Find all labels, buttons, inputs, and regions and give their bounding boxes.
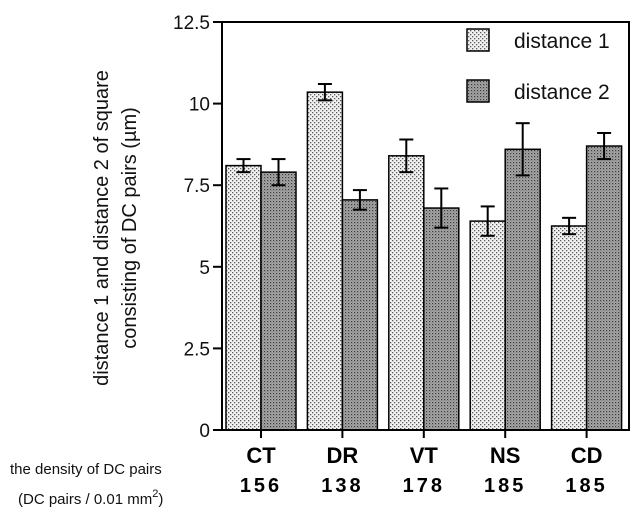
bar-ct-distance-1 <box>225 164 262 431</box>
category-label-ns: NS <box>490 443 521 468</box>
category-labels: CT DR VT NS CD <box>246 430 602 468</box>
bar-ct-distance-2 <box>260 171 297 431</box>
error-bars-group <box>236 83 612 237</box>
legend-swatch-distance-1 <box>466 28 490 52</box>
density-value-vt: 178 <box>403 475 445 497</box>
error-bar-cd-distance-1 <box>562 216 577 236</box>
category-label-vt: VT <box>410 443 439 468</box>
error-bar-cd-distance-2 <box>597 131 612 161</box>
density-value-ns: 185 <box>484 475 526 497</box>
error-bar-dr-distance-2 <box>352 189 367 211</box>
density-label-line1: the density of DC pairs <box>10 461 162 478</box>
y-axis-label-line1: distance 1 and distance 2 of square <box>91 70 113 386</box>
bars-group <box>225 91 623 431</box>
density-values: 156 138 178 185 185 <box>240 475 607 497</box>
bar-dr-distance-2 <box>341 199 379 431</box>
error-bar-ct-distance-2 <box>271 158 286 187</box>
plot-frame <box>221 21 630 431</box>
y-axis-label: distance 1 and distance 2 of square cons… <box>91 70 141 386</box>
density-value-dr: 138 <box>321 475 363 497</box>
legend-swatch-distance-2 <box>466 79 490 103</box>
y-tick-label: 5 <box>199 258 210 279</box>
bar-cd-distance-2 <box>585 145 623 431</box>
error-bar-dr-distance-1 <box>317 83 332 102</box>
density-value-cd: 185 <box>565 475 607 497</box>
legend-label-distance-2: distance 2 <box>514 81 610 104</box>
error-bar-ns-distance-1 <box>480 205 495 237</box>
error-bar-ct-distance-1 <box>236 158 251 174</box>
bar-dr-distance-1 <box>306 91 344 431</box>
error-bar-vt-distance-1 <box>399 138 414 174</box>
density-value-ct: 156 <box>240 475 282 497</box>
bar-ns-distance-1 <box>469 220 506 431</box>
y-tick-label: 7.5 <box>184 176 210 197</box>
y-axis-label-line2: consisting of DC pairs (µm) <box>119 107 141 349</box>
bar-vt-distance-1 <box>388 155 425 431</box>
bar-cd-distance-1 <box>550 225 588 431</box>
bar-ns-distance-2 <box>504 148 541 431</box>
y-tick-label: 10 <box>189 95 210 116</box>
category-label-cd: CD <box>571 443 603 468</box>
error-bar-ns-distance-2 <box>515 122 530 177</box>
legend-label-distance-1: distance 1 <box>514 30 610 53</box>
category-label-dr: DR <box>327 443 359 468</box>
legend: distance 1 distance 2 <box>466 28 610 104</box>
error-bar-vt-distance-2 <box>434 187 449 229</box>
category-label-ct: CT <box>246 443 276 468</box>
density-label-line2: (DC pairs / 0.01 mm2) <box>18 488 163 508</box>
bar-vt-distance-2 <box>423 207 460 431</box>
y-tick-label: 12.5 <box>173 13 210 34</box>
y-axis-ticks: 0 2.5 5 7.5 10 12.5 <box>173 13 222 442</box>
y-tick-label: 0 <box>199 421 210 442</box>
y-tick-label: 2.5 <box>184 339 210 360</box>
